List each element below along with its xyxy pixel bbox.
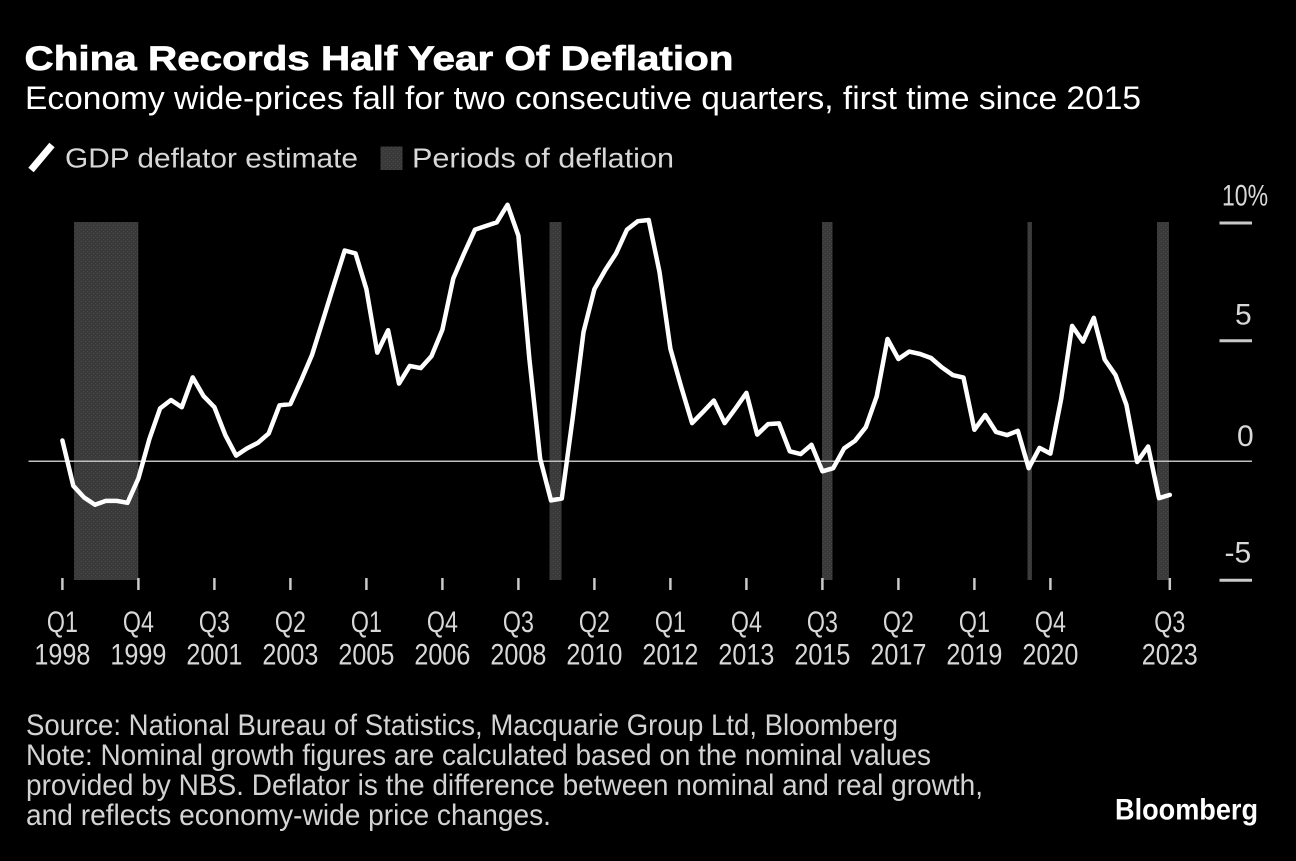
svg-text:2017: 2017: [870, 639, 926, 672]
svg-text:Bloomberg: Bloomberg: [1115, 794, 1258, 827]
svg-text:Q1: Q1: [351, 606, 382, 639]
svg-text:2023: 2023: [1142, 639, 1198, 672]
svg-text:Q2: Q2: [275, 606, 306, 639]
svg-text:Q2: Q2: [579, 606, 610, 639]
svg-text:Note: Nominal growth figures a: Note: Nominal growth figures are calcula…: [26, 739, 931, 772]
svg-text:Q3: Q3: [503, 606, 534, 639]
svg-text:2012: 2012: [642, 639, 698, 672]
svg-text:Q2: Q2: [883, 606, 914, 639]
svg-text:Q4: Q4: [427, 606, 458, 639]
svg-text:and reflects economy-wide pric: and reflects economy-wide price changes.: [26, 799, 551, 832]
svg-text:Q3: Q3: [1154, 606, 1185, 639]
svg-text:2005: 2005: [338, 639, 394, 672]
svg-text:Periods of deflation: Periods of deflation: [412, 143, 674, 174]
svg-text:5: 5: [1235, 299, 1252, 332]
svg-text:Economy wide-prices fall for t: Economy wide-prices fall for two consecu…: [25, 80, 1141, 116]
svg-text:Q1: Q1: [47, 606, 78, 639]
svg-text:0: 0: [1237, 420, 1254, 453]
svg-text:1998: 1998: [34, 639, 90, 672]
svg-text:2008: 2008: [490, 639, 546, 672]
svg-text:-5: -5: [1225, 537, 1252, 570]
svg-text:2010: 2010: [566, 639, 622, 672]
svg-text:Source: National Bureau of Sta: Source: National Bureau of Statistics, M…: [26, 709, 898, 742]
svg-text:Q3: Q3: [807, 606, 838, 639]
svg-text:Q1: Q1: [655, 606, 686, 639]
svg-text:Q1: Q1: [959, 606, 990, 639]
svg-text:1999: 1999: [110, 639, 166, 672]
svg-text:2001: 2001: [186, 639, 242, 672]
svg-text:provided by NBS. Deflator is t: provided by NBS. Deflator is the differe…: [26, 769, 983, 802]
svg-text:2015: 2015: [794, 639, 850, 672]
svg-text:2006: 2006: [414, 639, 470, 672]
svg-text:2013: 2013: [718, 639, 774, 672]
svg-text:GDP deflator estimate: GDP deflator estimate: [65, 143, 358, 174]
svg-text:2003: 2003: [262, 639, 318, 672]
svg-text:Q4: Q4: [1035, 606, 1066, 639]
svg-text:Q4: Q4: [731, 606, 762, 639]
svg-text:2020: 2020: [1022, 639, 1078, 672]
svg-text:Q4: Q4: [123, 606, 154, 639]
svg-text:China Records Half Year Of Def: China Records Half Year Of Deflation: [25, 40, 734, 78]
svg-text:2019: 2019: [946, 639, 1002, 672]
svg-text:10%: 10%: [1222, 180, 1268, 213]
svg-text:Q3: Q3: [199, 606, 230, 639]
